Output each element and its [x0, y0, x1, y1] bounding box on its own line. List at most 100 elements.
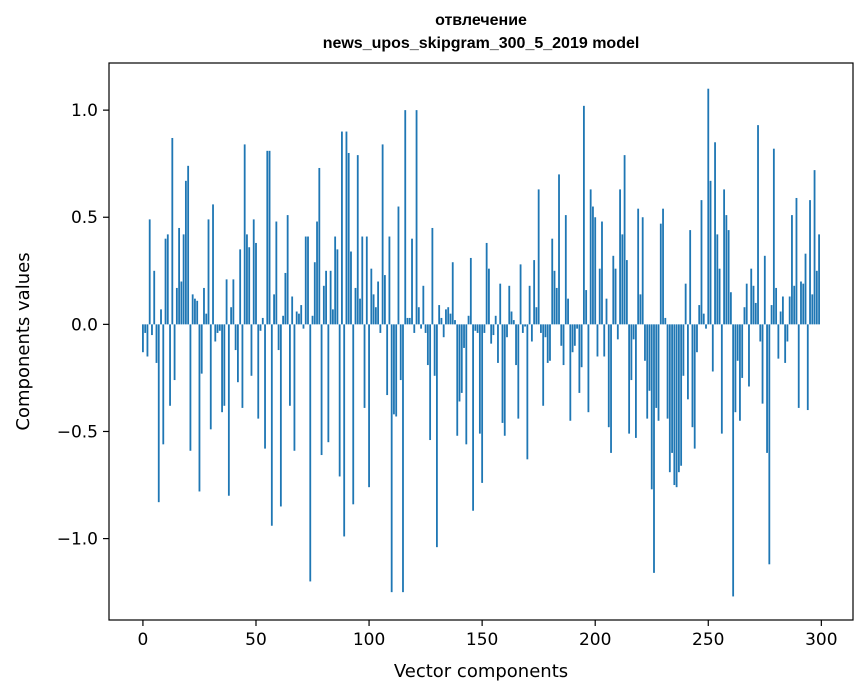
bar-94 — [354, 287, 357, 325]
bar-148 — [476, 324, 479, 333]
bar-211 — [619, 189, 621, 325]
bar-20 — [187, 165, 190, 325]
bar-175 — [537, 189, 540, 325]
bar-134 — [445, 309, 447, 325]
bar-31 — [212, 204, 214, 325]
x-tick-label: 150 — [466, 630, 498, 650]
bar-291 — [800, 281, 802, 325]
bar-15 — [175, 287, 178, 325]
bar-232 — [666, 324, 669, 419]
bar-89 — [343, 324, 346, 537]
bar-77 — [316, 221, 318, 325]
y-tick-label: −1.0 — [57, 530, 98, 550]
bar-256 — [720, 324, 723, 434]
bar-58 — [273, 294, 275, 325]
bar-6 — [155, 324, 158, 363]
bar-0 — [142, 324, 144, 353]
bar-298 — [815, 270, 818, 325]
bar-183 — [555, 287, 558, 325]
bar-78 — [318, 167, 321, 325]
bar-72 — [304, 236, 307, 325]
bar-27 — [203, 287, 205, 325]
bar-108 — [386, 324, 389, 396]
bar-30 — [209, 324, 212, 430]
bar-67 — [293, 324, 296, 451]
bar-4 — [151, 324, 153, 336]
bar-37 — [225, 279, 228, 325]
bar-113 — [397, 206, 400, 325]
bar-281 — [777, 324, 780, 359]
bar-297 — [813, 170, 816, 325]
bar-219 — [637, 208, 640, 325]
bar-143 — [465, 324, 468, 445]
bar-173 — [533, 260, 536, 325]
bar-102 — [372, 294, 375, 325]
bar-257 — [723, 189, 726, 325]
bar-81 — [325, 270, 327, 325]
bar-19 — [184, 180, 187, 325]
bar-182 — [553, 270, 556, 325]
bar-55 — [266, 150, 269, 325]
bar-269 — [750, 268, 753, 325]
bar-29 — [207, 219, 210, 325]
bar-53 — [261, 317, 264, 325]
bar-181 — [551, 238, 554, 325]
bar-160 — [503, 324, 506, 436]
bar-243 — [691, 324, 694, 428]
bar-125 — [424, 324, 427, 333]
bar-193 — [578, 324, 581, 393]
bar-279 — [772, 148, 775, 325]
bar-21 — [189, 324, 192, 451]
bar-116 — [404, 110, 407, 325]
bar-172 — [530, 324, 533, 342]
bar-259 — [727, 230, 730, 325]
bar-207 — [610, 324, 612, 453]
bar-119 — [411, 238, 413, 325]
bar-36 — [223, 324, 226, 406]
bar-285 — [786, 324, 789, 342]
bar-286 — [788, 296, 791, 325]
bar-34 — [218, 324, 221, 331]
bar-49 — [252, 219, 255, 325]
bar-206 — [607, 324, 610, 428]
bar-74 — [309, 324, 312, 582]
bar-69 — [298, 313, 300, 325]
bar-56 — [268, 150, 271, 325]
bar-138 — [454, 320, 456, 325]
bar-262 — [734, 324, 737, 413]
bar-129 — [433, 324, 436, 376]
bar-series — [142, 88, 820, 597]
bar-93 — [352, 324, 355, 505]
bar-184 — [558, 174, 560, 325]
x-tick-label: 100 — [353, 630, 385, 650]
bar-11 — [166, 234, 169, 325]
bar-107 — [383, 275, 386, 325]
bar-271 — [754, 302, 757, 325]
bar-275 — [763, 255, 766, 325]
bar-16 — [178, 227, 181, 325]
bar-253 — [714, 142, 716, 325]
bar-24 — [196, 300, 199, 325]
bar-277 — [768, 324, 771, 565]
bar-192 — [576, 324, 579, 329]
bar-191 — [573, 324, 576, 346]
bar-156 — [494, 315, 497, 325]
bar-276 — [766, 324, 768, 453]
bar-135 — [447, 307, 450, 325]
bar-109 — [388, 236, 391, 325]
bar-127 — [429, 324, 432, 441]
bar-229 — [659, 223, 662, 325]
bar-73 — [307, 236, 309, 325]
bar-100 — [368, 324, 370, 488]
bar-224 — [648, 324, 651, 391]
bar-239 — [682, 324, 685, 376]
bar-45 — [243, 144, 246, 325]
bar-295 — [809, 200, 811, 325]
x-tick-label: 50 — [245, 630, 267, 650]
bar-210 — [616, 324, 619, 340]
bar-260 — [729, 292, 732, 325]
bar-159 — [501, 324, 504, 423]
bar-227 — [655, 324, 658, 408]
x-tick-label: 0 — [138, 630, 149, 650]
bar-152 — [485, 242, 488, 325]
